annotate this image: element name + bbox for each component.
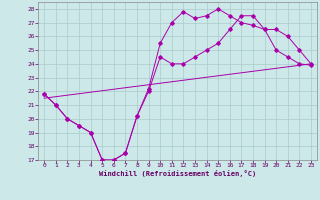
X-axis label: Windchill (Refroidissement éolien,°C): Windchill (Refroidissement éolien,°C)	[99, 170, 256, 177]
